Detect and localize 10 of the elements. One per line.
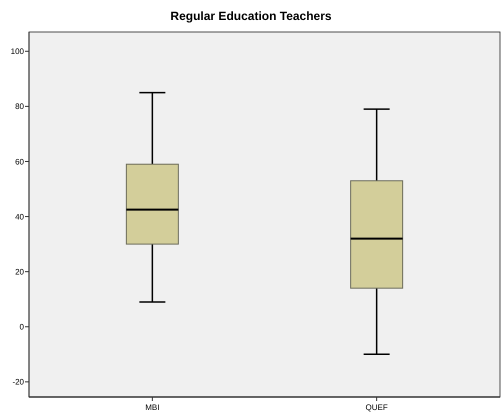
x-tick-label: MBI bbox=[145, 403, 160, 412]
y-tick-label: 20 bbox=[15, 267, 25, 276]
y-tick-label: -20 bbox=[12, 378, 25, 387]
x-tick-label: QUEF bbox=[366, 403, 388, 412]
y-tick-label: 60 bbox=[15, 157, 25, 166]
y-tick-label: 40 bbox=[15, 212, 25, 222]
y-tick-label: 100 bbox=[10, 47, 25, 56]
y-tick-label: 0 bbox=[20, 322, 25, 332]
y-tick-label: 80 bbox=[15, 102, 25, 112]
chart-title: Regular Education Teachers bbox=[170, 9, 332, 23]
